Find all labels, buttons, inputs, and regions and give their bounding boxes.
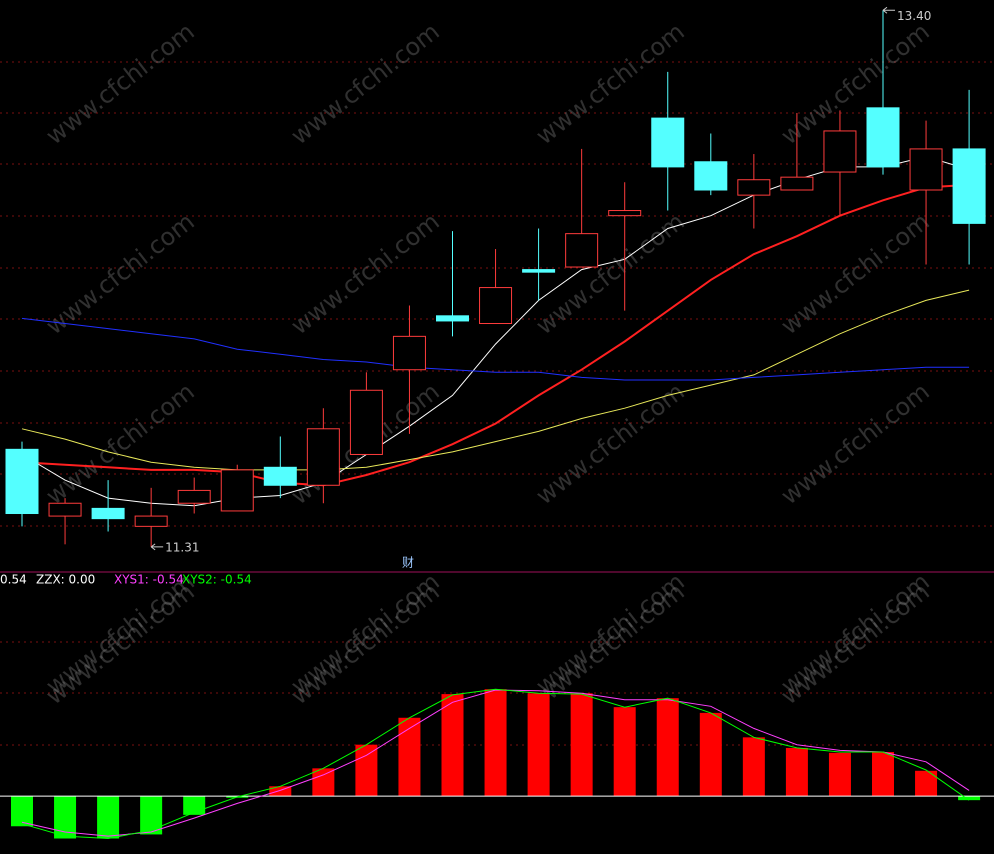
candle-body (780, 176, 814, 191)
max-arrow (882, 6, 895, 14)
candle-body (565, 233, 599, 268)
histogram-bar (140, 796, 163, 835)
candle-body (651, 117, 685, 168)
legend-entry: ZZX: 0.00 (36, 573, 95, 587)
candle-body (263, 466, 297, 486)
candle-body (479, 287, 513, 325)
indicator-line (21, 689, 970, 837)
candle-body (952, 148, 986, 224)
moving-average-line (21, 289, 970, 471)
legend-entry: XYS1: -0.54 (114, 573, 184, 587)
candle-body (694, 161, 728, 191)
histogram-bar (527, 693, 550, 797)
candle-body (909, 148, 943, 191)
legend-entry: XYS2: -0.54 (182, 573, 252, 587)
histogram-bar (97, 796, 120, 839)
histogram-bar (269, 786, 292, 797)
histogram-bar (613, 707, 636, 797)
candle-body (134, 515, 168, 527)
marker-text: 财 (402, 556, 414, 570)
candle-body (866, 107, 900, 168)
legend-entry: 0.54 (0, 573, 27, 587)
candle-body (349, 389, 383, 455)
candle-body (522, 269, 556, 273)
histogram-bar (570, 693, 593, 797)
histogram-bar (54, 796, 77, 839)
moving-average-line (21, 156, 970, 507)
histogram-bar (872, 752, 894, 797)
histogram-bar (828, 752, 851, 797)
histogram-bar (312, 768, 335, 797)
candle-body (48, 502, 82, 517)
candle-body (220, 469, 254, 512)
histogram-bar (699, 712, 722, 797)
candle-body (823, 130, 857, 173)
indicator-line (21, 688, 970, 840)
histogram-bar (484, 689, 507, 797)
candle-body (737, 179, 771, 196)
moving-average-line (21, 183, 970, 487)
histogram-bar (742, 737, 765, 797)
histogram-bar (958, 796, 981, 801)
histogram-bar (656, 698, 679, 797)
moving-average-line (21, 317, 970, 381)
candle-body (177, 489, 211, 504)
histogram-bar (441, 694, 464, 797)
candle-body (5, 448, 39, 515)
histogram-bar (398, 717, 421, 797)
max-label: 13.40 (897, 9, 931, 23)
histogram-bar (11, 796, 33, 827)
candle-body (306, 428, 340, 486)
candle-body (436, 315, 469, 322)
min-label: 11.31 (165, 540, 199, 554)
candle-body (392, 335, 426, 371)
candle-body (91, 507, 125, 520)
histogram-bar (355, 744, 378, 797)
min-arrow (150, 543, 164, 551)
histogram-bar (785, 747, 808, 797)
histogram-bar (915, 770, 938, 797)
candle-body (608, 210, 642, 217)
